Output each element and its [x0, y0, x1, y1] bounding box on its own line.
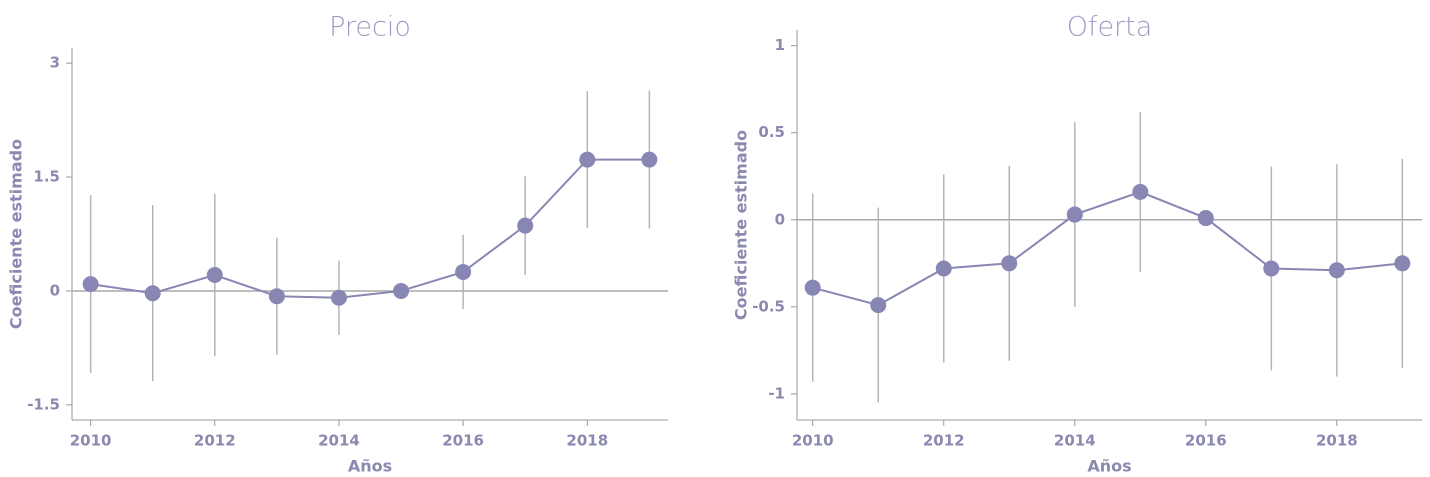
x-tick-label: 2018 [1316, 432, 1358, 450]
y-tick-label: 3 [50, 54, 60, 72]
x-axis-label: Años [348, 457, 392, 476]
point [870, 297, 887, 314]
y-tick-label: -1 [768, 384, 785, 402]
point [579, 151, 596, 168]
series-line [812, 190, 1403, 307]
x-tick-label: 2012 [194, 432, 236, 450]
point [1066, 206, 1083, 223]
point [206, 266, 223, 283]
point [1394, 255, 1411, 272]
chart-title: Precio [329, 12, 411, 43]
y-tick-label: -1.5 [27, 395, 60, 413]
x-tick-label: 2014 [1054, 432, 1096, 450]
x-tick-label: 2012 [923, 432, 965, 450]
point [82, 276, 99, 293]
point [517, 217, 534, 234]
series-line [90, 158, 650, 299]
y-axis-label: Coeficiente estimado [732, 130, 751, 320]
point [393, 282, 410, 299]
x-tick-label: 2014 [318, 432, 360, 450]
point [804, 279, 821, 296]
point [935, 260, 952, 277]
x-tick-label: 2016 [1185, 432, 1227, 450]
point [330, 289, 347, 306]
x-tick-label: 2010 [70, 432, 112, 450]
y-tick-label: 1 [775, 36, 785, 54]
point [641, 151, 658, 168]
x-tick-label: 2016 [442, 432, 484, 450]
y-tick-label: 0.5 [758, 123, 785, 141]
y-tick-label: 0 [50, 281, 60, 299]
y-tick-label: 0 [775, 210, 785, 228]
x-tick-label: 2010 [792, 432, 834, 450]
chart-title: Oferta [1067, 12, 1153, 43]
point [1328, 262, 1345, 279]
y-tick-label: 1.5 [33, 168, 60, 186]
point [1001, 255, 1018, 272]
y-tick-label: -0.5 [752, 297, 785, 315]
x-axis-label: Años [1087, 457, 1131, 476]
point [1132, 183, 1149, 200]
x-tick-label: 2018 [566, 432, 608, 450]
y-axis-label: Coeficiente estimado [7, 139, 26, 329]
point [1197, 210, 1214, 227]
point [268, 288, 285, 305]
point [455, 263, 472, 280]
point [1263, 260, 1280, 277]
point [144, 285, 161, 302]
